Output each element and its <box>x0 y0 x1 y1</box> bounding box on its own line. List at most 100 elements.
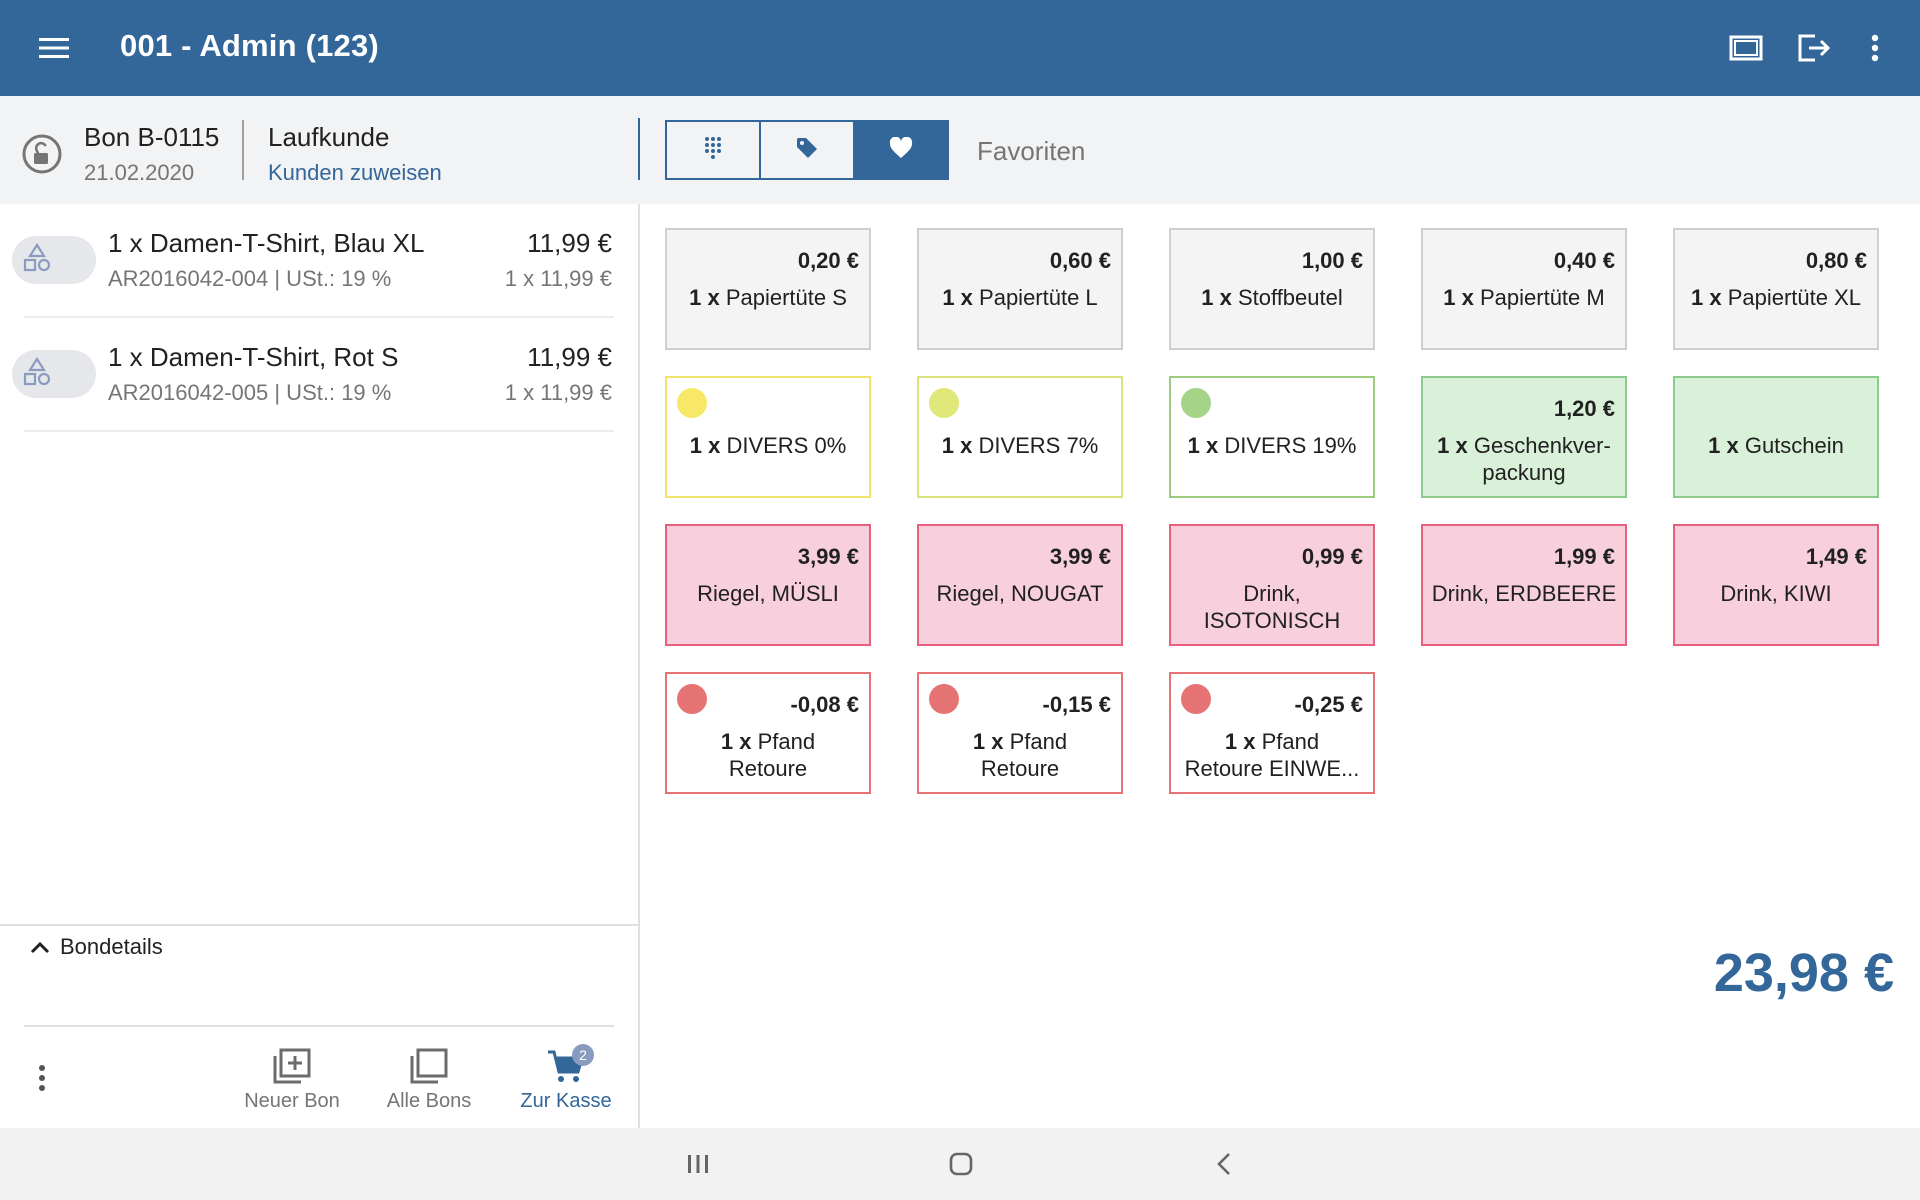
product-tile[interactable]: 0,20 € 1 x Papiertüte S <box>665 228 871 350</box>
tile-name: Papiertüte XL <box>1727 285 1862 310</box>
tile-label: 1 x Pfand Retoure <box>927 728 1113 782</box>
product-tile[interactable]: -0,08 € 1 x Pfand Retoure <box>665 672 871 794</box>
receipt-number: Bon B-0115 <box>84 122 220 152</box>
tile-name: Drink, KIWI <box>1720 581 1832 606</box>
color-dot-icon <box>929 388 959 418</box>
tile-qty: 1 x <box>1224 729 1256 754</box>
tile-label: 1 x Pfand Retoure <box>675 728 861 782</box>
tile-qty: 1 x <box>1187 433 1219 458</box>
favorites-button[interactable] <box>853 122 947 178</box>
tile-name: Riegel, NOUGAT <box>936 581 1104 606</box>
tile-name: DIVERS 19% <box>1224 433 1357 458</box>
receipt-date: 21.02.2020 <box>84 160 195 185</box>
shapes-icon <box>22 242 52 278</box>
checkout-label: Zur Kasse <box>520 1090 612 1112</box>
tile-name: Gutschein <box>1744 433 1844 458</box>
product-type-toggle[interactable] <box>12 236 96 284</box>
product-tile[interactable]: 1,20 € 1 x Geschenkver-packung <box>1421 376 1627 498</box>
cart-count-badge: 2 <box>572 1044 594 1066</box>
product-tile[interactable]: 0,99 € Drink, ISOTONISCH <box>1169 524 1375 646</box>
item-qty: 1 x 11,99 € <box>504 266 612 291</box>
assign-customer-link[interactable]: Kunden zuweisen <box>268 160 442 185</box>
item-meta: AR2016042-004 | USt.: 19 % <box>108 266 392 291</box>
new-receipt-button[interactable]: Neuer Bon <box>227 1044 357 1116</box>
item-meta: AR2016042-005 | USt.: 19 % <box>108 380 392 405</box>
tile-name: Papiertüte M <box>1479 285 1605 310</box>
item-price: 11,99 € <box>527 342 612 372</box>
cart-item[interactable]: 1 x Damen-T-Shirt, Blau XL AR2016042-004… <box>0 204 638 318</box>
product-tile[interactable]: 1 x DIVERS 0% <box>665 376 871 498</box>
tile-label: 1 x Papiertüte XL <box>1683 284 1869 311</box>
app-bar: 001 - Admin (123) <box>0 0 1920 96</box>
home-icon[interactable] <box>939 1142 983 1186</box>
all-receipts-label: Alle Bons <box>386 1090 472 1112</box>
tile-name: Drink, ERDBEERE <box>1431 581 1617 606</box>
receipt-header <box>0 96 1920 204</box>
checkout-button[interactable]: 2 Zur Kasse <box>501 1044 631 1116</box>
tile-qty: 1 x <box>1443 285 1474 310</box>
product-tile[interactable]: -0,25 € 1 x Pfand Retoure EINWE... <box>1169 672 1375 794</box>
all-receipts-button[interactable]: Alle Bons <box>364 1044 494 1116</box>
tile-name: Pfand <box>1009 729 1068 754</box>
tile-name: Drink, <box>1243 581 1301 606</box>
divider <box>0 924 638 926</box>
product-tile[interactable]: 0,60 € 1 x Papiertüte L <box>917 228 1123 350</box>
tile-label: 1 x Geschenkver-packung <box>1431 432 1617 486</box>
tile-name-line2: Retoure <box>728 756 808 781</box>
keypad-icon <box>704 136 722 165</box>
keypad-button[interactable] <box>667 122 759 178</box>
product-tile[interactable]: 1,99 € Drink, ERDBEERE <box>1421 524 1627 646</box>
product-tile[interactable]: 1,00 € 1 x Stoffbeutel <box>1169 228 1375 350</box>
tile-label: 1 x Papiertüte M <box>1431 284 1617 311</box>
tile-price: 1,20 € <box>1553 396 1615 421</box>
tile-label: 1 x Papiertüte L <box>927 284 1113 311</box>
product-tile[interactable]: 1 x Gutschein <box>1673 376 1879 498</box>
recent-apps-icon[interactable] <box>676 1142 720 1186</box>
receipt-details-label: Bondetails <box>60 934 163 959</box>
chevron-up-icon <box>30 934 60 960</box>
tile-label: Drink, KIWI <box>1683 580 1869 607</box>
tag-button[interactable] <box>759 122 853 178</box>
hamburger-menu-icon[interactable] <box>30 24 78 72</box>
product-tile[interactable]: 0,80 € 1 x Papiertüte XL <box>1673 228 1879 350</box>
product-tile[interactable]: -0,15 € 1 x Pfand Retoure <box>917 672 1123 794</box>
tile-label: 1 x Stoffbeutel <box>1179 284 1365 311</box>
tile-name: Papiertüte S <box>725 285 847 310</box>
app-title: 001 - Admin (123) <box>120 28 379 63</box>
tile-name-line2: Retoure EINWE... <box>1184 756 1360 781</box>
tile-name: Stoffbeutel <box>1237 285 1343 310</box>
screen-icon[interactable] <box>1722 24 1770 72</box>
tile-name: Riegel, MÜSLI <box>697 581 839 606</box>
tile-label: Drink, ISOTONISCH <box>1179 580 1365 634</box>
panel-divider <box>638 204 640 1128</box>
cart-panel: 1 x Damen-T-Shirt, Blau XL AR2016042-004… <box>0 204 638 1128</box>
tile-qty: 1 x <box>1708 433 1739 458</box>
more-vert-icon[interactable] <box>1851 24 1899 72</box>
receipt-details-toggle[interactable]: Bondetails <box>30 930 163 964</box>
shapes-icon <box>22 356 52 392</box>
product-type-toggle[interactable] <box>12 350 96 398</box>
product-tile[interactable]: 3,99 € Riegel, NOUGAT <box>917 524 1123 646</box>
heart-icon <box>889 136 913 164</box>
divider <box>24 430 614 432</box>
unlock-icon[interactable] <box>20 132 64 176</box>
tile-qty: 1 x <box>1437 433 1468 458</box>
product-tile[interactable]: 1,49 € Drink, KIWI <box>1673 524 1879 646</box>
tile-price: 0,20 € <box>797 248 859 273</box>
tile-name: DIVERS 7% <box>978 433 1099 458</box>
tile-price: -0,08 € <box>790 692 860 717</box>
tile-price: 0,80 € <box>1805 248 1867 273</box>
tile-price: 0,40 € <box>1553 248 1615 273</box>
cart-item[interactable]: 1 x Damen-T-Shirt, Rot S AR2016042-005 |… <box>0 318 638 432</box>
color-dot-icon <box>1181 388 1211 418</box>
tile-qty: 1 x <box>941 433 973 458</box>
product-tile[interactable]: 3,99 € Riegel, MÜSLI <box>665 524 871 646</box>
product-tile[interactable]: 1 x DIVERS 19% <box>1169 376 1375 498</box>
logout-icon[interactable] <box>1790 24 1838 72</box>
product-tile[interactable]: 1 x DIVERS 7% <box>917 376 1123 498</box>
product-tile[interactable]: 0,40 € 1 x Papiertüte M <box>1421 228 1627 350</box>
more-vert-icon[interactable] <box>22 1058 62 1098</box>
tile-label: 1 x Papiertüte S <box>675 284 861 311</box>
back-icon[interactable] <box>1202 1142 1246 1186</box>
tile-label: 1 x DIVERS 19% <box>1179 432 1365 459</box>
